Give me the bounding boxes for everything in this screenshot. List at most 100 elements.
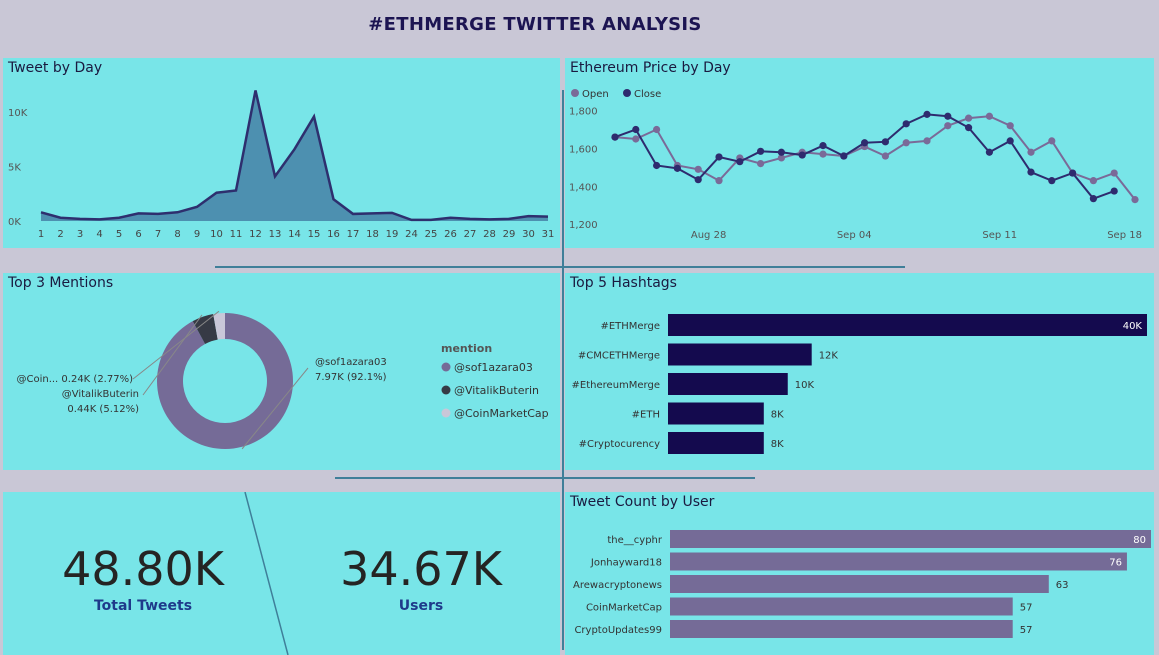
point-open xyxy=(632,135,640,143)
point-close xyxy=(1089,195,1097,203)
point-open xyxy=(881,152,889,160)
top-mentions-chart[interactable]: @sof1azara03 7.97K (92.1%) @VitalikButerin… xyxy=(3,273,560,470)
horizontal-separator-bottom xyxy=(335,477,755,479)
point-close xyxy=(632,125,640,134)
point-close xyxy=(653,161,661,170)
x-tick-label: 10 xyxy=(210,229,223,240)
point-open xyxy=(715,177,723,185)
x-tick-label: 15 xyxy=(308,229,321,240)
bar xyxy=(670,552,1127,571)
bar xyxy=(668,343,812,366)
vertical-separator xyxy=(562,90,564,650)
point-open xyxy=(653,125,661,134)
legend-label: @VitalikButerin xyxy=(454,384,539,397)
point-open xyxy=(902,139,910,147)
leader-line xyxy=(142,314,203,396)
data-label: 63 xyxy=(1056,580,1069,591)
y-tick-label: 1,800 xyxy=(569,107,598,118)
legend-marker-open xyxy=(571,89,579,97)
top-hashtags-panel[interactable]: Top 5 Hashtags #ETHMerge 40K #CMCETHMerge 1… xyxy=(565,273,1154,470)
bar xyxy=(670,530,1151,548)
x-tick-label: 19 xyxy=(386,229,399,240)
slice-label-short: @Coin... 0.24K (2.77%) xyxy=(16,374,133,385)
point-close xyxy=(965,124,973,132)
point-close xyxy=(944,112,952,120)
point-open xyxy=(819,150,827,158)
top-hashtags-title: Top 5 Hashtags xyxy=(570,275,677,291)
x-tick-label: 31 xyxy=(542,229,555,240)
donut-slice xyxy=(157,313,294,449)
data-label: 80 xyxy=(1133,535,1146,546)
x-tick-label: Sep 11 xyxy=(982,230,1017,241)
point-close xyxy=(1027,168,1035,176)
x-tick-label: 25 xyxy=(425,229,438,240)
point-open xyxy=(1027,148,1035,156)
top-hashtags-chart[interactable]: #ETHMerge 40K #CMCETHMerge 12K #EthereumMerg… xyxy=(565,273,1154,470)
data-label: 40K xyxy=(1123,321,1143,332)
eth-price-chart[interactable]: Open Close 1,200 1,400 1,600 1,800 Aug 28 Sep 0… xyxy=(565,58,1154,248)
legend-label-close: Close xyxy=(634,89,661,100)
y-tick-label: 1,600 xyxy=(569,144,598,155)
slice-label-value: 0.44K (5.12%) xyxy=(67,404,139,415)
point-open xyxy=(694,165,702,173)
legend-title: mention xyxy=(441,342,492,355)
x-tick-label: 29 xyxy=(503,229,516,240)
bar xyxy=(668,314,1147,336)
slice-label-name: @sof1azara03 xyxy=(315,357,387,368)
x-tick-label: 3 xyxy=(77,229,83,240)
page-title: #ETHMERGE TWITTER ANALYSIS xyxy=(368,14,702,35)
x-tick-label: 4 xyxy=(96,229,102,240)
point-close xyxy=(736,158,744,166)
x-tick-label: 6 xyxy=(135,229,141,240)
x-tick-label: 24 xyxy=(405,229,418,240)
point-close xyxy=(902,120,910,128)
point-close xyxy=(819,142,827,150)
data-label: 10K xyxy=(795,380,815,391)
category-label: #EthereumMerge xyxy=(572,380,660,391)
legend-marker xyxy=(441,385,451,395)
y-tick-label: 0K xyxy=(8,217,21,228)
point-open xyxy=(777,154,785,162)
series-line-open xyxy=(614,115,1136,201)
leader-line xyxy=(132,310,220,380)
users-value: 34.67K xyxy=(340,542,502,596)
x-tick-label: 5 xyxy=(116,229,122,240)
x-tick-label: 9 xyxy=(194,229,200,240)
point-close xyxy=(1006,137,1014,145)
x-tick-label: 18 xyxy=(366,229,379,240)
tweet-count-by-user-title: Tweet Count by User xyxy=(570,494,715,510)
total-tweets-label: Total Tweets xyxy=(93,598,193,614)
x-tick-label: 28 xyxy=(483,229,496,240)
slice-label-name: @VitalikButerin xyxy=(62,389,139,400)
point-close xyxy=(798,151,806,159)
tweet-by-day-panel[interactable]: Tweet by Day 0K 5K 10K 1 2 3 4 5 6 7 8 9 10 11 12 13 14 1… xyxy=(3,58,560,248)
x-tick-label: 2 xyxy=(57,229,63,240)
eth-price-title: Ethereum Price by Day xyxy=(570,60,731,76)
bar xyxy=(670,620,1013,638)
x-tick-label: 8 xyxy=(174,229,180,240)
x-tick-label: Sep 04 xyxy=(837,230,872,241)
x-tick-label: 27 xyxy=(464,229,477,240)
category-label: the__cyphr xyxy=(607,535,663,546)
tweet-count-by-user-chart[interactable]: the__cyphr 80 Jonhayward18 76 Arewacryptonew… xyxy=(565,492,1154,655)
point-open xyxy=(1131,195,1139,204)
point-open xyxy=(965,114,973,122)
leader-line xyxy=(241,367,309,450)
tweet-by-day-title: Tweet by Day xyxy=(8,60,103,76)
x-tick-label: 30 xyxy=(522,229,535,240)
point-close xyxy=(757,147,765,155)
slice-label-value: 7.97K (92.1%) xyxy=(315,372,387,383)
tweet-area xyxy=(41,90,548,221)
horizontal-separator-top xyxy=(215,266,905,268)
top-mentions-panel[interactable]: Top 3 Mentions @sof1azara03 7.97K (92.1%)… xyxy=(3,273,560,470)
legend-marker-close xyxy=(623,89,631,97)
eth-price-panel[interactable]: Ethereum Price by Day Open Close 1,200 1,40… xyxy=(565,58,1154,248)
point-open xyxy=(1089,177,1097,185)
data-label: 57 xyxy=(1020,603,1033,614)
tweet-count-by-user-panel[interactable]: Tweet Count by User the__cyphr 80 Jonhaywa… xyxy=(565,492,1154,655)
bar xyxy=(668,432,764,454)
category-label: #CMCETHMerge xyxy=(578,351,660,362)
legend-label: @sof1azara03 xyxy=(454,361,533,374)
point-close xyxy=(777,148,785,156)
